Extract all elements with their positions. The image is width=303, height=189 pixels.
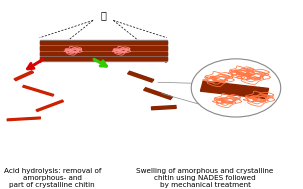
Polygon shape xyxy=(36,100,64,111)
Polygon shape xyxy=(144,88,172,99)
Polygon shape xyxy=(40,41,167,44)
Polygon shape xyxy=(23,85,54,96)
Text: Acid hydrolysis: removal of
amorphous- and
part of crystalline chitin: Acid hydrolysis: removal of amorphous- a… xyxy=(4,168,101,188)
Polygon shape xyxy=(40,46,167,50)
Polygon shape xyxy=(40,40,167,61)
Polygon shape xyxy=(152,105,176,110)
Polygon shape xyxy=(128,71,154,82)
Text: Swelling of amorphous and crystalline
chitin using NADES followed
by mechanical : Swelling of amorphous and crystalline ch… xyxy=(136,168,274,188)
Polygon shape xyxy=(14,71,34,81)
Polygon shape xyxy=(7,117,40,121)
Circle shape xyxy=(191,59,281,117)
Polygon shape xyxy=(201,81,269,99)
Polygon shape xyxy=(40,57,167,60)
Polygon shape xyxy=(40,52,167,55)
Text: 🦐: 🦐 xyxy=(100,10,106,20)
